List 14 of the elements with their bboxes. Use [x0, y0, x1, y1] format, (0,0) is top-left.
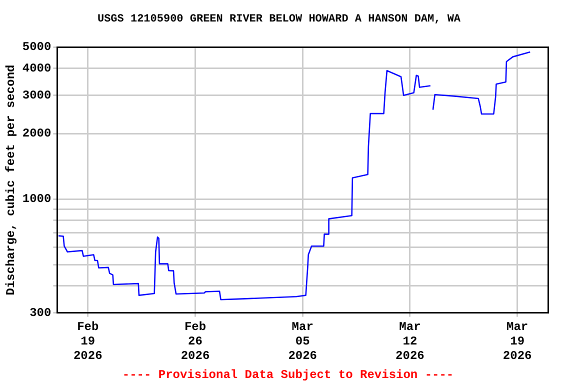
- y-tick-label: 2000: [22, 126, 52, 141]
- y-tick-label: 1000: [22, 192, 52, 206]
- x-tick-label: Feb 26 2026: [180, 320, 210, 363]
- y-tick-label: 4000: [22, 61, 52, 76]
- x-tick-label: Mar 19 2026: [502, 320, 532, 363]
- y-tick-label: 300: [30, 306, 52, 320]
- y-tick-label: 5000: [22, 40, 52, 54]
- x-tick-label: Mar 12 2026: [396, 320, 424, 363]
- y-axis-title: Discharge, cubic feet per second: [4, 64, 18, 296]
- text: ---- Provisional Data Subject to Revision ----: [122, 368, 454, 382]
- chart-title: USGS 12105900 GREEN RIVER BELOW HOWARD A HANSON DAM, WA: [97, 13, 461, 26]
- x-tick-label: Mar 05 2026: [288, 320, 318, 363]
- x-tick-label: Feb 19 2026: [73, 320, 102, 363]
- y-tick-label: 3000: [22, 88, 52, 102]
